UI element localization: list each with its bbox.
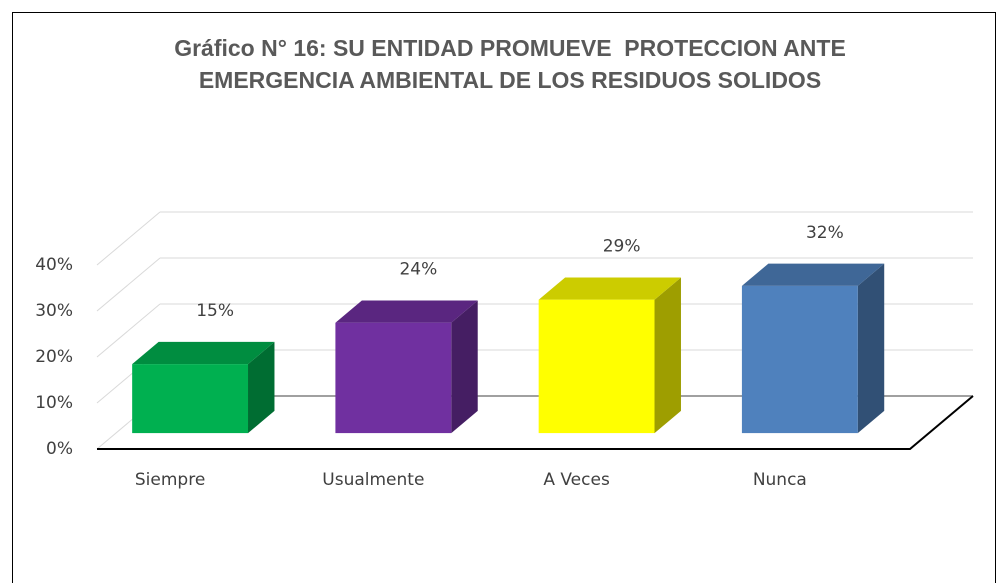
bar (538, 299, 655, 434)
data-label: 29% (603, 237, 641, 257)
data-label: 15% (196, 301, 234, 321)
bar-side (857, 263, 885, 434)
y-tick-label: 20% (35, 347, 73, 367)
grid-line (96, 257, 161, 312)
bar-top (132, 341, 275, 365)
bar (741, 285, 858, 434)
bar-top (538, 277, 681, 300)
bar-side (654, 277, 681, 434)
y-tick-label: 10% (35, 393, 73, 413)
bar (132, 364, 249, 434)
y-tick-label: 30% (35, 301, 73, 321)
y-tick-label: 40% (35, 255, 73, 275)
x-tick-label: Usualmente (322, 470, 424, 490)
x-tick-label: A Veces (543, 470, 610, 490)
x-tick-label: Nunca (753, 470, 807, 490)
grid-line (96, 303, 161, 358)
bar-side (248, 341, 275, 434)
data-label: 24% (399, 260, 437, 280)
floor-edge (97, 395, 974, 450)
data-label: 32% (806, 223, 844, 243)
chart-title: EMERGENCIA AMBIENTAL DE LOS RESIDUOS SOL… (199, 67, 821, 93)
bar-top (741, 263, 885, 286)
chart-title: Gráfico N° 16: SU ENTIDAD PROMUEVE PROTE… (174, 35, 846, 61)
bar-side (451, 300, 478, 434)
bar (335, 322, 452, 434)
grid-line (96, 211, 161, 266)
bar-top (335, 300, 478, 323)
y-tick-label: 0% (46, 439, 73, 459)
x-tick-label: Siempre (135, 470, 205, 490)
